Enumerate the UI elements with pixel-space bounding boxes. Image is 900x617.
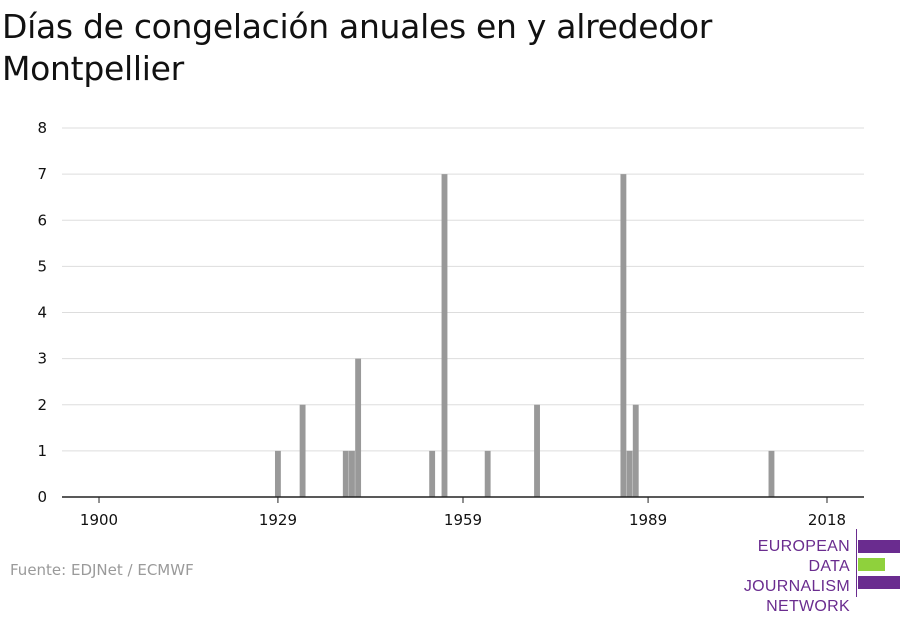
x-tick-label: 2018	[808, 511, 846, 529]
bar	[534, 404, 540, 497]
y-tick-label: 5	[37, 257, 47, 275]
axes	[62, 496, 864, 503]
bar	[441, 174, 448, 497]
bar	[349, 450, 355, 497]
logo-text: EUROPEAN DATA JOURNALISM NETWORK	[700, 537, 850, 617]
bar	[299, 404, 306, 497]
source-note: Fuente: EDJNet / ECMWF	[10, 561, 194, 579]
y-tick-label: 4	[37, 304, 47, 322]
bar	[355, 358, 362, 497]
bar	[484, 450, 491, 497]
logo-bar-middle	[858, 558, 885, 571]
chart-title: Días de congelación anuales en y alreded…	[2, 7, 713, 88]
y-tick-label: 1	[37, 442, 47, 460]
y-tick-label: 7	[37, 165, 47, 183]
bar	[429, 450, 436, 497]
y-tick-label: 6	[37, 211, 47, 229]
bar	[626, 450, 633, 497]
x-tick-label: 1900	[80, 511, 118, 529]
x-tick-label: 1959	[444, 511, 482, 529]
gridlines	[62, 127, 864, 452]
logo-bar-top	[858, 540, 900, 553]
y-tick-label: 8	[37, 119, 47, 137]
logo-divider	[856, 529, 857, 597]
x-tick-labels: 1900 1929 1959 1989 2018	[80, 511, 846, 529]
edjnet-logo: EUROPEAN DATA JOURNALISM NETWORK	[700, 529, 900, 615]
logo-line-2: DATA JOURNALISM	[743, 558, 850, 595]
logo-line-3: NETWORK	[766, 598, 850, 615]
logo-line-1: EUROPEAN	[757, 538, 850, 555]
x-tick-label: 1929	[259, 511, 297, 529]
bar	[342, 450, 349, 497]
bar	[274, 450, 281, 497]
y-tick-labels: 0 1 2 3 4 5 6 7 8	[37, 119, 47, 506]
bar	[768, 450, 775, 497]
bar	[632, 404, 639, 497]
bar	[620, 174, 627, 497]
bars	[274, 174, 775, 497]
y-tick-label: 0	[37, 488, 47, 506]
y-tick-label: 3	[37, 350, 47, 368]
logo-bar-bottom	[858, 576, 900, 589]
bar-chart: 0 1 2 3 4 5 6 7 8 1900 1929 1959 1989 2018	[37, 119, 864, 529]
y-tick-label: 2	[37, 396, 47, 414]
x-tick-label: 1989	[629, 511, 667, 529]
